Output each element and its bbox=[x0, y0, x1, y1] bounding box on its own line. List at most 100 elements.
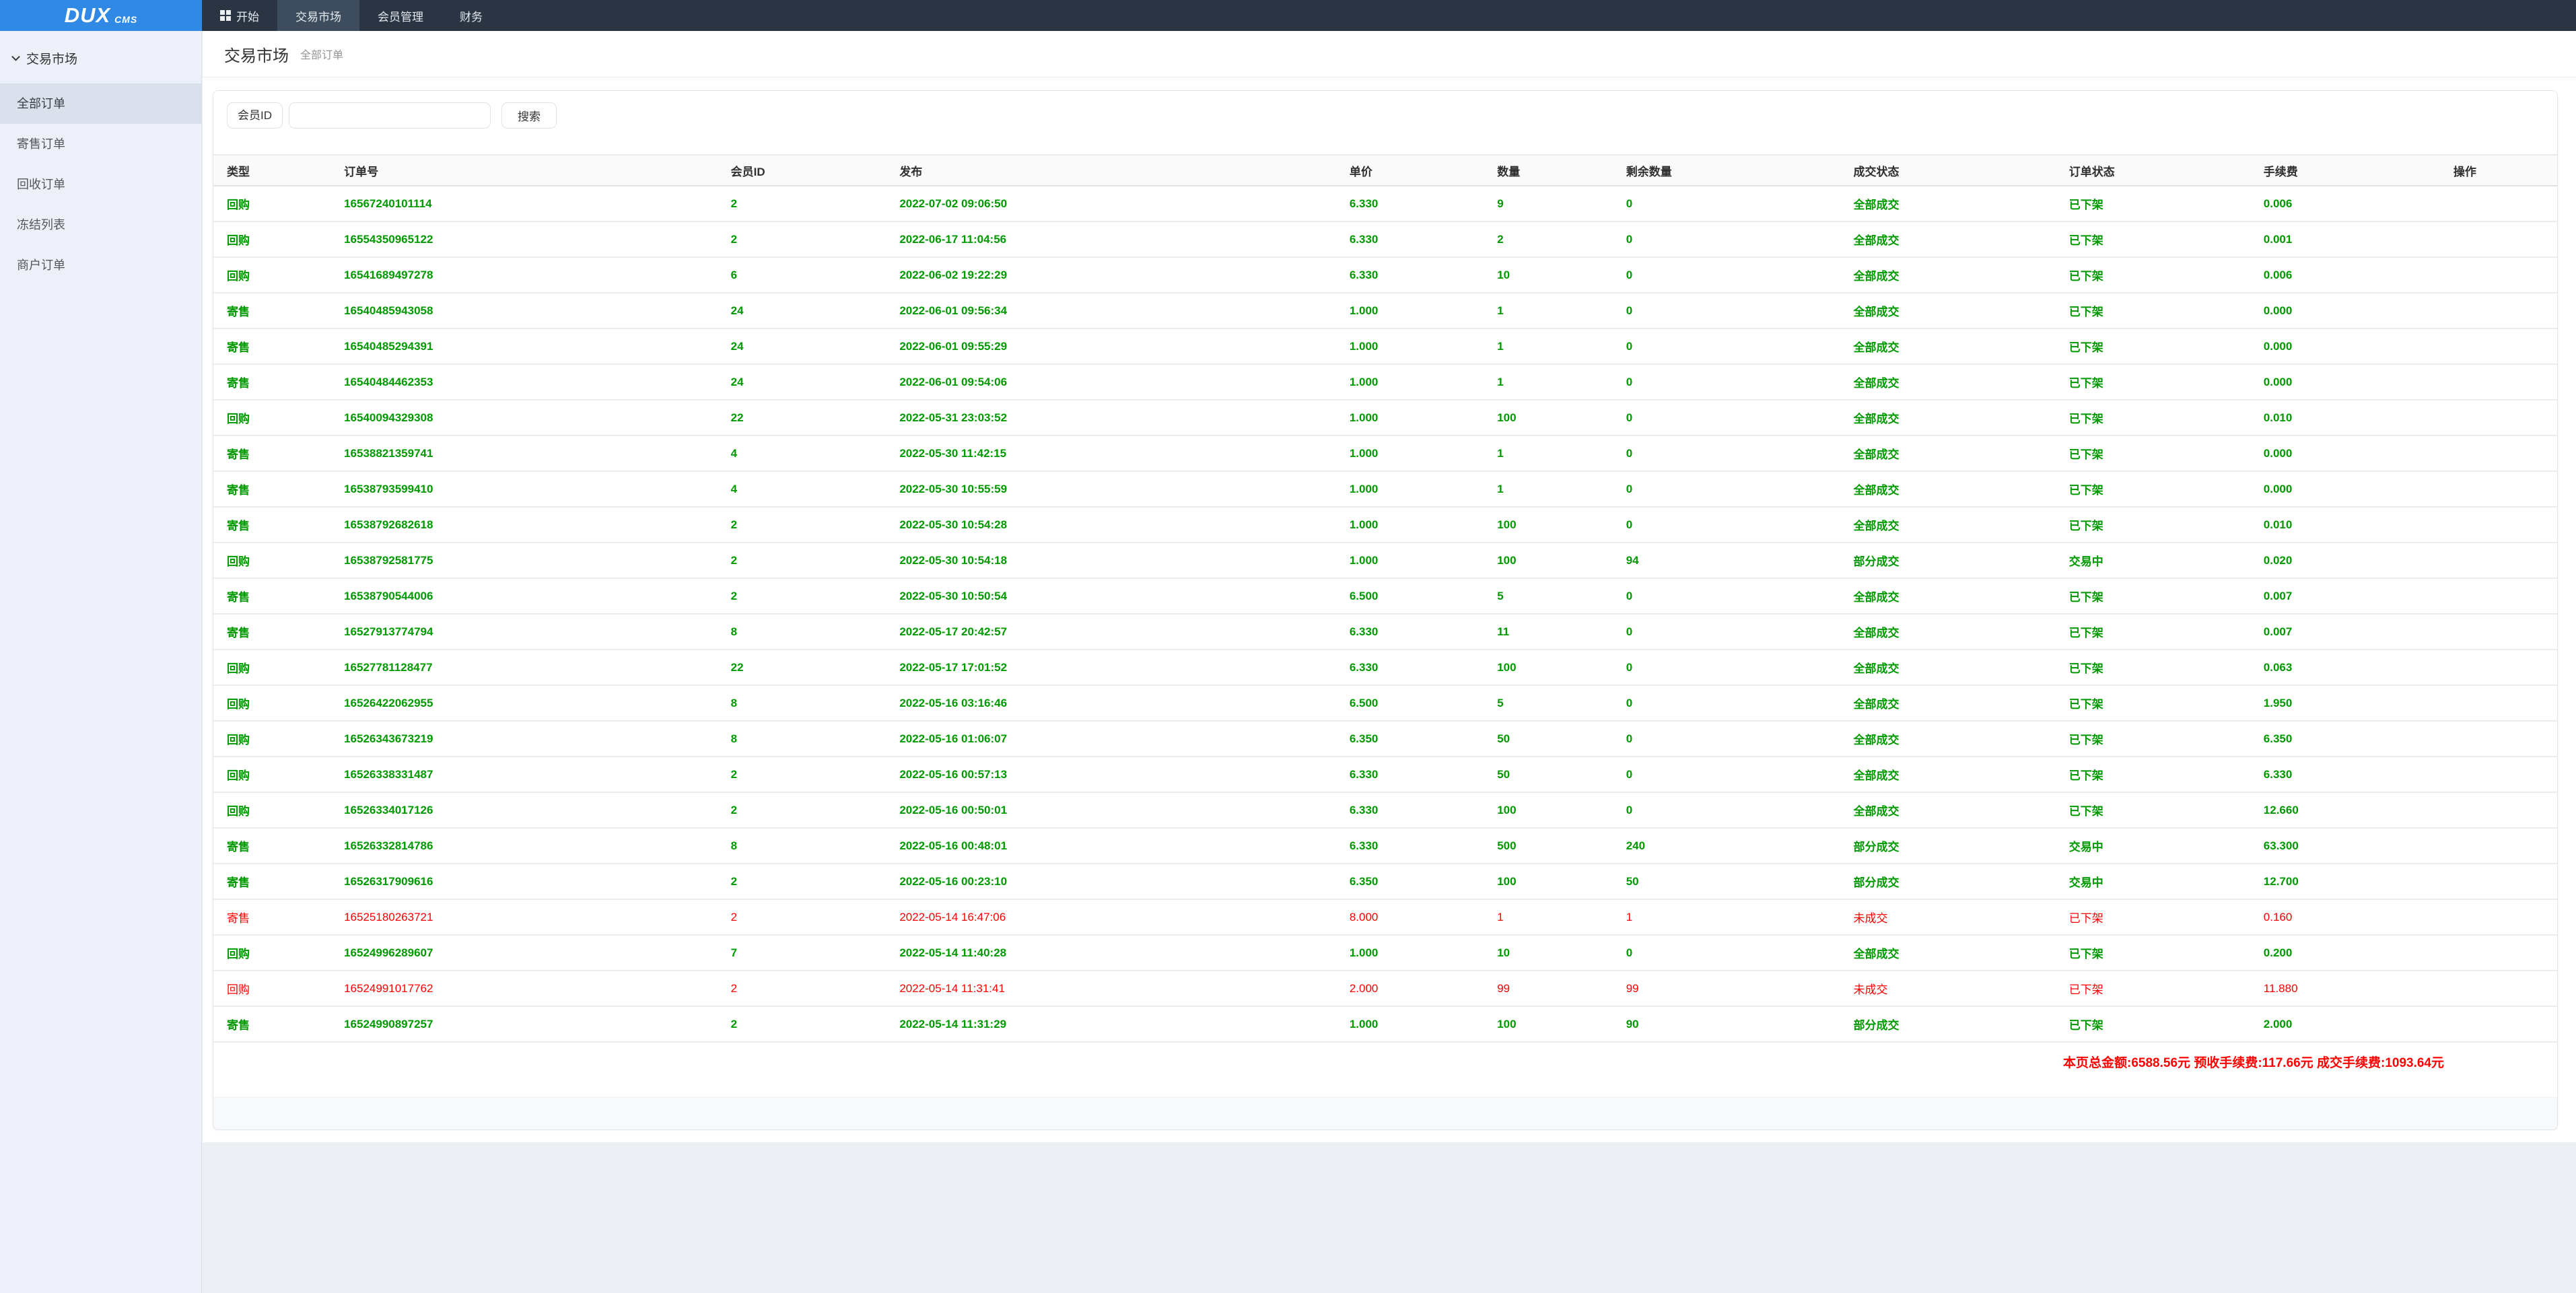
cell-order-status: 已下架 bbox=[2055, 757, 2250, 793]
cell-qty: 1 bbox=[1484, 435, 1613, 472]
cell-qty: 1 bbox=[1484, 293, 1613, 329]
cell-price: 8.000 bbox=[1335, 899, 1484, 936]
sidebar-item-4[interactable]: 冻结列表 bbox=[17, 218, 65, 232]
cell-remaining: 0 bbox=[1612, 364, 1840, 400]
sidebar-item-5[interactable]: 商户订单 bbox=[17, 258, 65, 272]
cell-qty: 2 bbox=[1484, 221, 1613, 258]
sidebar-group-header[interactable]: 交易市场 bbox=[0, 31, 201, 83]
cell-order-status: 已下架 bbox=[2055, 293, 2250, 329]
cell-published: 2022-05-14 11:31:29 bbox=[886, 1006, 1336, 1043]
table-row: 回购 16567240101114 2 2022-07-02 09:06:50 6.33… bbox=[213, 186, 2557, 222]
cell-qty: 10 bbox=[1484, 935, 1613, 971]
cell-type: 回购 bbox=[213, 186, 331, 222]
cell-member-id: 24 bbox=[717, 293, 886, 329]
cell-type: 回购 bbox=[213, 757, 331, 793]
cell-remaining: 1 bbox=[1612, 899, 1840, 936]
sidebar-group-label: 交易市场 bbox=[26, 53, 78, 67]
cell-deal-status: 全部成交 bbox=[1840, 757, 2056, 793]
sidebar-item-1[interactable]: 全部订单 bbox=[0, 83, 201, 124]
brand-logo[interactable]: DUX CMS bbox=[0, 0, 202, 31]
cell-action bbox=[2439, 971, 2557, 1007]
cell-type: 回购 bbox=[213, 685, 331, 722]
column-header: 操作 bbox=[2439, 154, 2557, 186]
cell-price: 6.350 bbox=[1335, 864, 1484, 900]
table-row: 寄售 16538792682618 2 2022-05-30 10:54:28 1.00… bbox=[213, 507, 2557, 543]
cell-action bbox=[2439, 828, 2557, 864]
breadcrumb-current: 全部订单 bbox=[300, 50, 344, 61]
cell-order-no: 16540094329308 bbox=[330, 400, 718, 436]
top-navbar: DUX CMS 开始 交易市场 会员管理 财务 bbox=[0, 0, 2576, 31]
nav-item-3[interactable]: 会员管理 bbox=[359, 0, 442, 31]
cell-order-status: 已下架 bbox=[2055, 257, 2250, 293]
cell-type: 寄售 bbox=[213, 328, 331, 365]
cell-member-id: 2 bbox=[717, 221, 886, 258]
cell-order-status: 已下架 bbox=[2055, 471, 2250, 508]
cell-action bbox=[2439, 471, 2557, 508]
nav-item-1[interactable]: 开始 bbox=[202, 0, 277, 31]
column-header: 手续费 bbox=[2250, 154, 2440, 186]
cell-published: 2022-06-02 19:22:29 bbox=[886, 257, 1336, 293]
cell-fee: 0.020 bbox=[2250, 543, 2440, 579]
cell-remaining: 0 bbox=[1612, 400, 1840, 436]
cell-type: 寄售 bbox=[213, 471, 331, 508]
cell-remaining: 90 bbox=[1612, 1006, 1840, 1043]
search-button[interactable]: 搜索 bbox=[501, 102, 557, 129]
table-row: 寄售 16524990897257 2 2022-05-14 11:31:29 1.00… bbox=[213, 1006, 2557, 1043]
cell-price: 6.330 bbox=[1335, 614, 1484, 650]
nav-item-2[interactable]: 交易市场 bbox=[277, 0, 359, 31]
cell-price: 1.000 bbox=[1335, 435, 1484, 472]
cell-published: 2022-06-17 11:04:56 bbox=[886, 221, 1336, 258]
cell-price: 1.000 bbox=[1335, 293, 1484, 329]
card-spacer bbox=[213, 1081, 2557, 1097]
column-header: 剩余数量 bbox=[1612, 154, 1840, 186]
cell-fee: 2.000 bbox=[2250, 1006, 2440, 1043]
cell-order-status: 已下架 bbox=[2055, 792, 2250, 829]
nav-item-4[interactable]: 财务 bbox=[442, 0, 501, 31]
sidebar-item-3[interactable]: 回收订单 bbox=[17, 178, 65, 191]
column-header: 发布 bbox=[886, 154, 1336, 186]
cell-deal-status: 全部成交 bbox=[1840, 186, 2056, 222]
cell-fee: 0.001 bbox=[2250, 221, 2440, 258]
cell-deal-status: 全部成交 bbox=[1840, 221, 2056, 258]
cell-price: 6.330 bbox=[1335, 828, 1484, 864]
cell-action bbox=[2439, 792, 2557, 829]
cell-order-status: 已下架 bbox=[2055, 364, 2250, 400]
cell-type: 寄售 bbox=[213, 899, 331, 936]
cell-order-status: 已下架 bbox=[2055, 400, 2250, 436]
cell-qty: 9 bbox=[1484, 186, 1613, 222]
sidebar-item-2[interactable]: 寄售订单 bbox=[17, 137, 65, 151]
cell-deal-status: 部分成交 bbox=[1840, 828, 2056, 864]
cell-order-status: 已下架 bbox=[2055, 1006, 2250, 1043]
cell-fee: 0.000 bbox=[2250, 364, 2440, 400]
cell-action bbox=[2439, 935, 2557, 971]
cell-deal-status: 全部成交 bbox=[1840, 935, 2056, 971]
cell-action bbox=[2439, 721, 2557, 757]
cell-published: 2022-05-17 17:01:52 bbox=[886, 650, 1336, 686]
member-id-input[interactable] bbox=[289, 102, 491, 129]
cell-price: 6.330 bbox=[1335, 221, 1484, 258]
chevron-down-icon bbox=[11, 56, 20, 61]
cell-member-id: 6 bbox=[717, 257, 886, 293]
cell-published: 2022-05-30 10:50:54 bbox=[886, 578, 1336, 615]
cell-qty: 100 bbox=[1484, 792, 1613, 829]
table-row: 寄售 16538821359741 4 2022-05-30 11:42:15 1.00… bbox=[213, 435, 2557, 472]
cell-fee: 0.010 bbox=[2250, 507, 2440, 543]
cell-published: 2022-06-01 09:56:34 bbox=[886, 293, 1336, 329]
cell-remaining: 0 bbox=[1612, 792, 1840, 829]
sidebar: 交易市场 全部订单寄售订单回收订单冻结列表商户订单 bbox=[0, 31, 202, 1293]
cell-fee: 0.000 bbox=[2250, 328, 2440, 365]
cell-order-status: 已下架 bbox=[2055, 328, 2250, 365]
table-row: 寄售 16538790544006 2 2022-05-30 10:50:54 6.50… bbox=[213, 578, 2557, 615]
cell-remaining: 0 bbox=[1612, 721, 1840, 757]
cell-published: 2022-05-16 00:23:10 bbox=[886, 864, 1336, 900]
cell-deal-status: 全部成交 bbox=[1840, 614, 2056, 650]
cell-qty: 100 bbox=[1484, 543, 1613, 579]
cell-published: 2022-05-30 10:54:28 bbox=[886, 507, 1336, 543]
table-row: 寄售 16538793599410 4 2022-05-30 10:55:59 1.00… bbox=[213, 471, 2557, 508]
cell-member-id: 24 bbox=[717, 328, 886, 365]
cell-qty: 500 bbox=[1484, 828, 1613, 864]
cell-fee: 0.000 bbox=[2250, 293, 2440, 329]
cell-action bbox=[2439, 578, 2557, 615]
cell-order-no: 16540485294391 bbox=[330, 328, 718, 365]
column-header: 订单状态 bbox=[2055, 154, 2250, 186]
